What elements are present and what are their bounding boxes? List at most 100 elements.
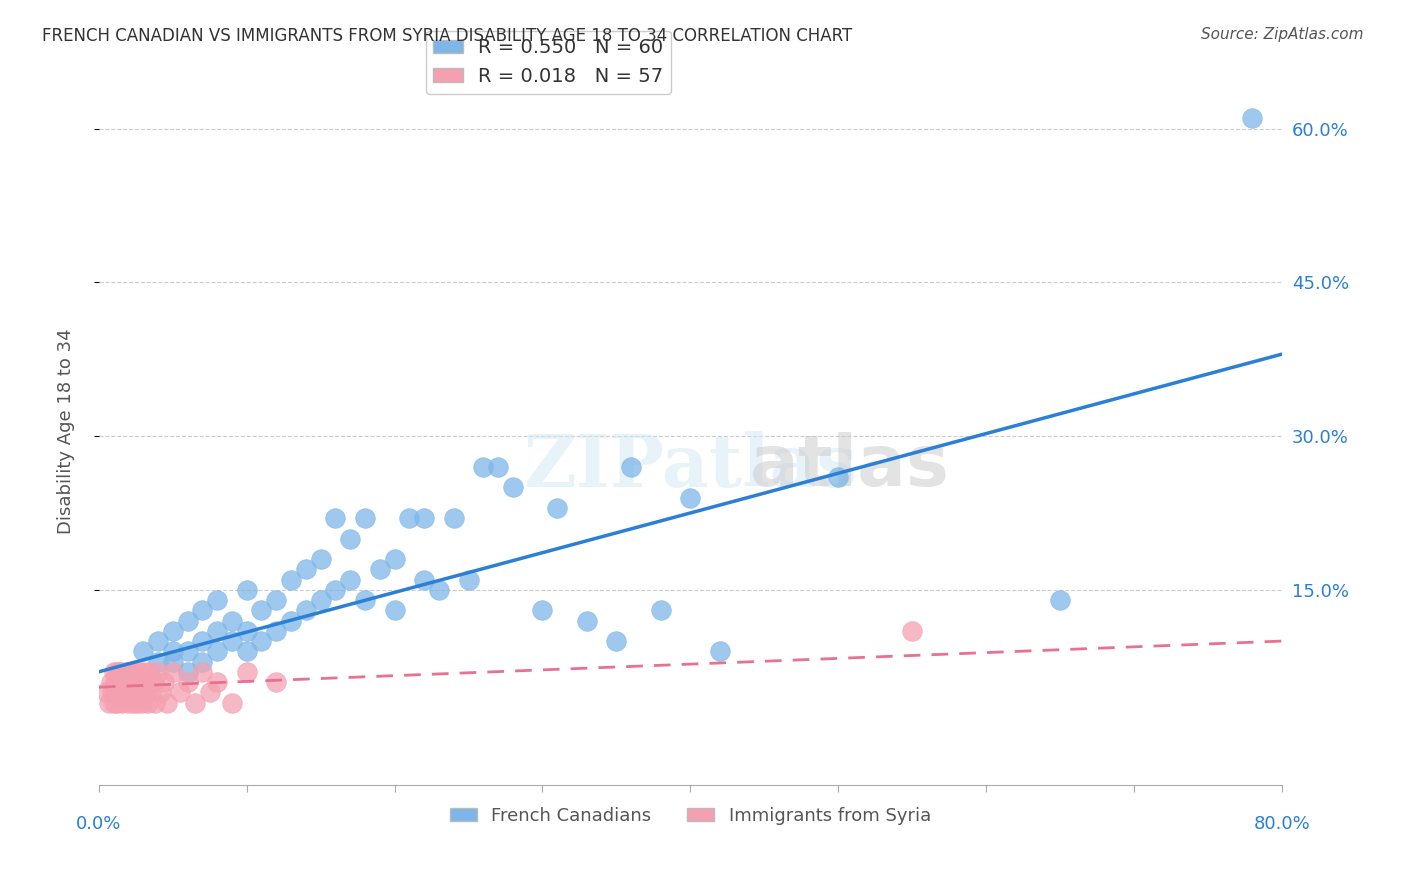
Point	[107, 675, 129, 690]
Text: Source: ZipAtlas.com: Source: ZipAtlas.com	[1201, 27, 1364, 42]
Text: FRENCH CANADIAN VS IMMIGRANTS FROM SYRIA DISABILITY AGE 18 TO 34 CORRELATION CHA: FRENCH CANADIAN VS IMMIGRANTS FROM SYRIA…	[42, 27, 852, 45]
Point	[98, 696, 121, 710]
Point	[250, 603, 273, 617]
Point	[138, 665, 160, 679]
Point	[139, 685, 162, 699]
Point	[115, 665, 138, 679]
Point	[280, 573, 302, 587]
Point	[125, 685, 148, 699]
Point	[96, 685, 118, 699]
Point	[191, 655, 214, 669]
Point	[156, 696, 179, 710]
Point	[486, 459, 509, 474]
Point	[104, 675, 127, 690]
Point	[110, 685, 132, 699]
Point	[339, 573, 361, 587]
Point	[191, 634, 214, 648]
Point	[110, 675, 132, 690]
Point	[427, 582, 450, 597]
Point	[162, 665, 184, 679]
Point	[205, 644, 228, 658]
Point	[135, 685, 157, 699]
Point	[384, 552, 406, 566]
Point	[111, 665, 134, 679]
Point	[235, 582, 257, 597]
Point	[129, 685, 152, 699]
Point	[901, 624, 924, 638]
Point	[205, 593, 228, 607]
Text: atlas: atlas	[749, 432, 949, 500]
Point	[153, 675, 176, 690]
Point	[176, 665, 198, 679]
Point	[125, 675, 148, 690]
Point	[117, 696, 139, 710]
Point	[108, 665, 131, 679]
Point	[650, 603, 672, 617]
Point	[107, 685, 129, 699]
Point	[502, 480, 524, 494]
Point	[413, 511, 436, 525]
Point	[325, 511, 347, 525]
Point	[162, 655, 184, 669]
Point	[235, 665, 257, 679]
Point	[250, 634, 273, 648]
Point	[605, 634, 627, 648]
Point	[121, 696, 143, 710]
Point	[198, 685, 221, 699]
Point	[398, 511, 420, 525]
Point	[146, 655, 169, 669]
Point	[169, 685, 191, 699]
Point	[280, 614, 302, 628]
Point	[118, 665, 141, 679]
Point	[127, 696, 149, 710]
Point	[221, 634, 243, 648]
Point	[120, 685, 142, 699]
Point	[384, 603, 406, 617]
Point	[1049, 593, 1071, 607]
Point	[191, 665, 214, 679]
Point	[221, 614, 243, 628]
Point	[124, 665, 146, 679]
Point	[117, 665, 139, 679]
Point	[112, 675, 135, 690]
Point	[146, 665, 169, 679]
Point	[443, 511, 465, 525]
Point	[620, 459, 643, 474]
Point	[235, 624, 257, 638]
Point	[114, 685, 136, 699]
Point	[111, 696, 134, 710]
Point	[531, 603, 554, 617]
Point	[103, 665, 125, 679]
Point	[132, 665, 155, 679]
Point	[205, 624, 228, 638]
Point	[176, 675, 198, 690]
Point	[105, 665, 128, 679]
Point	[309, 593, 332, 607]
Point	[205, 675, 228, 690]
Point	[295, 562, 318, 576]
Point	[1241, 112, 1264, 126]
Point	[339, 532, 361, 546]
Point	[120, 675, 142, 690]
Point	[142, 675, 165, 690]
Point	[827, 470, 849, 484]
Point	[146, 634, 169, 648]
Point	[354, 593, 377, 607]
Point	[131, 696, 153, 710]
Point	[128, 665, 150, 679]
Point	[104, 685, 127, 699]
Point	[546, 500, 568, 515]
Point	[354, 511, 377, 525]
Point	[309, 552, 332, 566]
Point	[191, 603, 214, 617]
Point	[149, 685, 172, 699]
Point	[368, 562, 391, 576]
Point	[101, 685, 124, 699]
Point	[162, 644, 184, 658]
Point	[295, 603, 318, 617]
Y-axis label: Disability Age 18 to 34: Disability Age 18 to 34	[58, 328, 75, 533]
Point	[117, 675, 139, 690]
Point	[264, 675, 287, 690]
Point	[103, 696, 125, 710]
Point	[129, 675, 152, 690]
